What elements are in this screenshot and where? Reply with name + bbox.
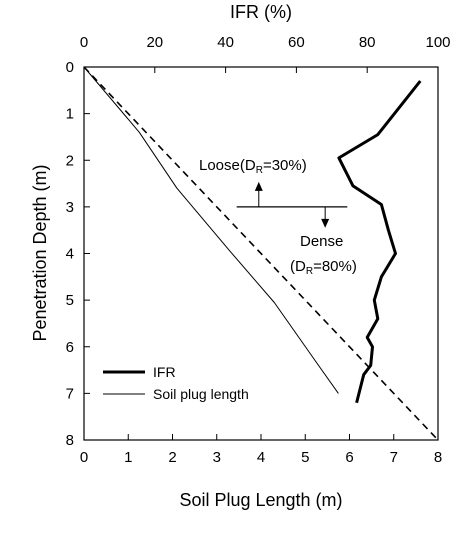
y-tick-label-7: 7: [66, 385, 74, 402]
x-tick-label-5: 5: [301, 449, 309, 466]
x-tick-label-3: 3: [213, 449, 221, 466]
series-line-soil-plug: [83, 66, 339, 394]
loose-label-main: Loose(D: [199, 157, 256, 174]
x2-tick-label-1: 20: [146, 34, 163, 51]
left-axis-title: Penetration Depth (m): [30, 164, 50, 341]
dense-label-main: (D: [290, 258, 306, 275]
x-tick-label-4: 4: [257, 449, 265, 466]
x2-tick-label-4: 80: [359, 34, 376, 51]
dense-ratio-label: (DR=80%): [290, 258, 357, 277]
x2-tick-label-0: 0: [80, 34, 88, 51]
series-line-ifr: [337, 80, 422, 404]
y-tick-label-4: 4: [66, 246, 74, 263]
loose-label: Loose(DR=30%): [199, 157, 307, 176]
x-tick-label-7: 7: [390, 449, 398, 466]
x-tick-label-8: 8: [434, 449, 442, 466]
dense-label: Dense: [300, 233, 343, 250]
y-tick-label-0: 0: [66, 59, 74, 76]
x-tick-label-0: 0: [80, 449, 88, 466]
top-axis-title: IFR (%): [230, 2, 292, 22]
series-layer: [83, 66, 439, 441]
y-tick-label-1: 1: [66, 106, 74, 123]
y-tick-label-8: 8: [66, 432, 74, 449]
series-line-reference: [83, 66, 439, 441]
dense-label-end: =80%): [313, 258, 357, 275]
loose-label-sub: R: [256, 165, 263, 176]
y-tick-label-3: 3: [66, 199, 74, 216]
annotation-layer: Loose(DR=30%)Dense(DR=80%): [199, 157, 357, 277]
bottom-axis-title: Soil Plug Length (m): [179, 490, 342, 510]
x-tick-label-1: 1: [124, 449, 132, 466]
legend-label-soil-plug: Soil plug length: [153, 386, 249, 402]
x2-tick-label-5: 100: [425, 34, 450, 51]
legend-label-ifr: IFR: [153, 364, 176, 380]
arrow-up-icon: [254, 181, 263, 191]
x2-tick-label-3: 60: [288, 34, 305, 51]
x-tick-label-2: 2: [168, 449, 176, 466]
dense-label-sub: R: [306, 266, 313, 277]
loose-label-end: =30%): [263, 157, 307, 174]
y-tick-label-2: 2: [66, 152, 74, 169]
x-tick-label-6: 6: [345, 449, 353, 466]
y-tick-label-6: 6: [66, 339, 74, 356]
x2-tick-label-2: 40: [217, 34, 234, 51]
arrow-down-icon: [321, 218, 330, 228]
y-tick-label-5: 5: [66, 292, 74, 309]
legend: IFR Soil plug length: [103, 364, 249, 402]
